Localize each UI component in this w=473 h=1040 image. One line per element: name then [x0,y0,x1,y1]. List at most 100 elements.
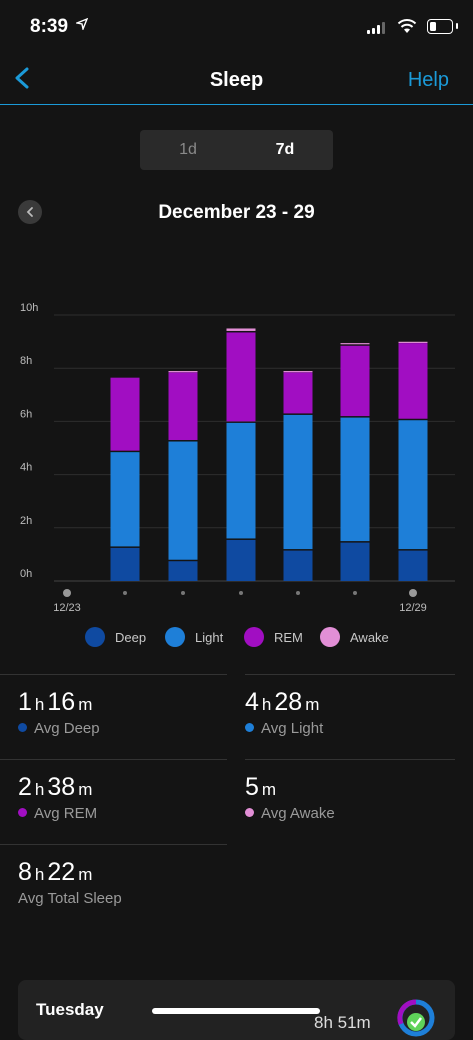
day-name: Tuesday [36,1000,104,1019]
y-tick-label: 0h [20,568,32,580]
stat-minutes: 28 [274,688,303,716]
legend-swatch-rem [244,627,264,647]
battery-tip [456,23,458,29]
x-marker [296,591,300,595]
status-time: 8:39 [30,16,69,37]
stat-bullet [245,723,254,732]
back-chevron-icon[interactable] [12,66,34,90]
legend-label-light: Light [195,630,224,645]
help-link[interactable]: Help [407,69,449,91]
bar-awake [398,341,428,343]
bar-awake [168,371,198,373]
stats-divider [245,674,455,675]
y-tick-label: 10h [20,302,38,314]
tab-1d[interactable]: 1d [179,141,197,158]
legend-swatch-deep [85,627,105,647]
hours-unit: h [261,695,272,714]
y-tick-label: 4h [20,462,32,474]
bar-awake [226,328,256,331]
status-bar: 8:39 [0,0,473,56]
nav-bar: Sleep Help [0,56,473,105]
x-tick-label: 12/29 [399,602,427,614]
stat-hours: 1 [18,688,32,716]
bar-rem [340,345,370,417]
stat-avg-total-sleep: 8 h 22 m Avg Total Sleep [18,858,122,907]
stat-hours: 2 [18,773,32,801]
bar-light [110,452,140,547]
stat-bullet [18,723,27,732]
stat-label: Avg Deep [34,720,100,737]
previous-range-button[interactable] [18,200,42,224]
stat-bullet [18,808,27,817]
stat-label: Avg Awake [261,805,335,822]
stat-avg-rem: 2 h 38 m Avg REM [18,773,97,822]
x-marker [63,589,71,597]
stat-hours: 4 [245,688,259,716]
stat-label: Avg Light [261,720,324,737]
x-marker [353,591,357,595]
bar-deep [110,547,140,581]
x-marker [181,591,185,595]
bar-deep [398,550,428,581]
location-arrow-icon [74,17,89,33]
stat-minutes: 5 [245,773,259,801]
bar-light [168,441,198,560]
sleep-stacked-bar-chart: 0h 2h 4h 6h 8h 10h 12/23 12/29 [20,302,455,614]
stat-bullet [245,808,254,817]
hours-unit: h [34,780,45,799]
stat-minutes: 38 [47,773,76,801]
legend-swatch-awake [320,627,340,647]
bar-light [398,420,428,550]
x-marker [409,589,417,597]
home-indicator [152,1008,320,1014]
page-title: Sleep [209,69,264,91]
x-tick-label: 12/23 [53,602,81,614]
y-tick-label: 2h [20,515,32,527]
minutes-unit: m [78,865,93,884]
bar-deep [168,561,198,581]
stats-divider [245,759,455,760]
stat-label: Avg REM [34,805,98,822]
legend-label-deep: Deep [115,630,147,645]
cellular-signal-icon [367,22,387,34]
date-range-label: December 23 - 29 [158,202,315,223]
legend-swatch-light [165,627,185,647]
sleep-score-ring-icon [397,999,435,1037]
stat-minutes: 22 [47,858,76,886]
x-marker [239,591,243,595]
bar-light [226,422,256,539]
bar-rem [283,372,313,414]
minutes-unit: m [261,780,277,799]
legend-label-awake: Awake [350,630,389,645]
bar-awake [283,371,313,373]
bar-deep [226,539,256,581]
bar-deep [283,550,313,581]
bar-awake [340,343,370,345]
chart-legend: Deep Light REM Awake [0,625,473,649]
period-segmented-control: 1d 7d [140,130,333,170]
tab-7d[interactable]: 7d [275,141,295,158]
bar-rem [110,377,140,451]
battery-icon [427,19,453,34]
y-tick-label: 6h [20,408,32,420]
wifi-icon [397,19,417,33]
minutes-unit: m [305,695,320,714]
stat-hours: 8 [18,858,32,886]
minutes-unit: m [78,695,93,714]
minutes-unit: m [78,780,93,799]
stats-divider [0,674,227,675]
hours-unit: h [34,865,45,884]
bar-rem [226,332,256,422]
bar-light [340,417,370,542]
stat-minutes: 16 [47,688,76,716]
day-duration: 8h 51m [314,1013,371,1032]
bar-rem [168,372,198,441]
bar-rem [398,343,428,419]
stats-divider [0,759,227,760]
y-tick-label: 8h [20,355,32,367]
stat-label: Avg Total Sleep [18,890,122,907]
chevron-left-icon [26,207,33,217]
bar-light [283,414,313,550]
stat-avg-deep: 1 h 16 m Avg Deep [18,688,100,737]
